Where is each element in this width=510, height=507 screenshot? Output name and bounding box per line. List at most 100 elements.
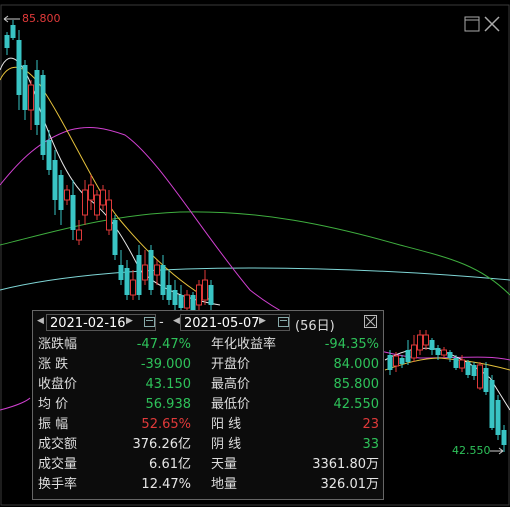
- stat-value: 43.150: [145, 377, 192, 392]
- maximize-icon[interactable]: [464, 16, 480, 32]
- candle-body: [453, 358, 459, 368]
- stat-row: 成交额 376.26亿 阴 线 33: [33, 435, 383, 455]
- arrow-right-icon[interactable]: ▶: [259, 316, 266, 326]
- date-separator: -: [159, 315, 164, 330]
- stat-label: 换手率: [38, 477, 78, 492]
- low-marker-arrow: [498, 447, 504, 455]
- start-date-value: 2021-02-16: [50, 316, 126, 331]
- ma120-line: [0, 267, 510, 291]
- candle-body: [477, 364, 483, 389]
- stat-label: 振 幅: [38, 417, 69, 432]
- candle-body: [202, 279, 208, 301]
- stat-row: 均 价 56.938 最低价 42.550: [33, 395, 383, 415]
- candle-body: [40, 75, 46, 155]
- candle-body: [100, 189, 106, 206]
- candle-body: [46, 140, 52, 170]
- candle-body: [4, 35, 10, 48]
- stat-row: 收盘价 43.150 最高价 85.800: [33, 375, 383, 395]
- candle-body: [94, 194, 100, 216]
- stat-value: 42.550: [333, 397, 380, 412]
- candle-body: [118, 265, 124, 280]
- stat-label: 成交量: [38, 457, 78, 472]
- candle-body: [483, 368, 489, 392]
- calendar-icon[interactable]: [144, 317, 155, 327]
- stat-row: 振 幅 52.65% 阳 线 23: [33, 415, 383, 435]
- candle-body: [148, 250, 154, 290]
- candle-body: [393, 355, 399, 367]
- candle-body: [88, 184, 94, 201]
- stat-label: 年化收益率: [211, 337, 277, 352]
- low-price-label: 42.550: [452, 444, 491, 457]
- candle-body: [405, 350, 411, 362]
- candle-body: [130, 279, 136, 296]
- candle-body: [34, 70, 40, 125]
- stat-value: 3361.80万: [312, 457, 379, 472]
- date-range-row: ◀ 2021-02-16 ▶ - ◀ 2021-05-07 ▶ (56日): [33, 311, 383, 335]
- candle-body: [58, 175, 64, 210]
- candle-body: [435, 348, 441, 355]
- stat-row: 成交量 6.61亿 天量 3361.80万: [33, 455, 383, 475]
- stat-label: 地量: [211, 477, 238, 492]
- stat-row: 涨跌幅 -47.47% 年化收益率 -94.35%: [33, 335, 383, 355]
- stat-value: 33: [362, 437, 379, 452]
- candle-body: [501, 430, 507, 445]
- candle-body: [160, 265, 166, 295]
- arrow-left-icon[interactable]: ◀: [173, 316, 180, 326]
- stat-value: 376.26亿: [132, 437, 192, 452]
- candle-body: [459, 359, 465, 369]
- stat-row: 换手率 12.47% 地量 326.01万: [33, 475, 383, 495]
- candle-body: [208, 285, 214, 305]
- stat-value: 56.938: [145, 397, 192, 412]
- candle-body: [166, 285, 172, 300]
- candle-body: [465, 362, 471, 375]
- candle-body: [82, 189, 88, 216]
- candle-body: [28, 84, 34, 111]
- close-icon[interactable]: [484, 16, 500, 32]
- candles-group: [4, 20, 507, 452]
- stat-label: 最高价: [211, 377, 251, 392]
- candle-body: [124, 268, 130, 295]
- candle-body: [196, 284, 202, 306]
- stat-value: 84.000: [333, 357, 380, 372]
- stat-label: 阳 线: [211, 417, 242, 432]
- candle-body: [417, 334, 423, 351]
- stat-value: -39.000: [140, 357, 191, 372]
- candle-body: [154, 264, 160, 276]
- candle-body: [76, 229, 82, 241]
- candle-body: [70, 195, 76, 230]
- stat-row: 涨 跌 -39.000 开盘价 84.000: [33, 355, 383, 375]
- candle-body: [489, 380, 495, 428]
- stat-label: 成交额: [38, 437, 78, 452]
- stat-label: 阴 线: [211, 437, 242, 452]
- high-price-label: 85.800: [22, 12, 61, 25]
- calendar-icon[interactable]: [278, 317, 289, 327]
- ma60-line: [0, 211, 510, 296]
- arrow-left-icon[interactable]: ◀: [37, 316, 44, 326]
- interval-stats-panel: ◀ 2021-02-16 ▶ - ◀ 2021-05-07 ▶ (56日) 涨跌…: [32, 310, 384, 500]
- candle-body: [136, 255, 142, 295]
- stat-label: 开盘价: [211, 357, 251, 372]
- candle-body: [106, 199, 112, 231]
- end-date-input[interactable]: 2021-05-07: [180, 314, 290, 331]
- candle-body: [16, 40, 22, 95]
- stat-value: -94.35%: [324, 337, 379, 352]
- stat-label: 最低价: [211, 397, 251, 412]
- candle-body: [495, 400, 501, 435]
- stat-label: 收盘价: [38, 377, 78, 392]
- stat-value: -47.47%: [136, 337, 191, 352]
- candle-body: [387, 355, 393, 370]
- start-date-input[interactable]: 2021-02-16: [46, 314, 156, 331]
- candle-body: [172, 290, 178, 305]
- candle-body: [10, 25, 16, 38]
- candle-body: [178, 295, 184, 308]
- candle-body: [471, 365, 477, 376]
- stat-label: 均 价: [38, 397, 69, 412]
- candle-body: [184, 294, 190, 309]
- candle-body: [441, 349, 447, 356]
- candle-body: [423, 334, 429, 346]
- arrow-right-icon[interactable]: ▶: [126, 316, 133, 326]
- candle-body: [22, 65, 28, 110]
- ma20-line: [0, 127, 510, 411]
- day-count: (56日): [295, 319, 335, 334]
- close-icon[interactable]: [364, 315, 377, 328]
